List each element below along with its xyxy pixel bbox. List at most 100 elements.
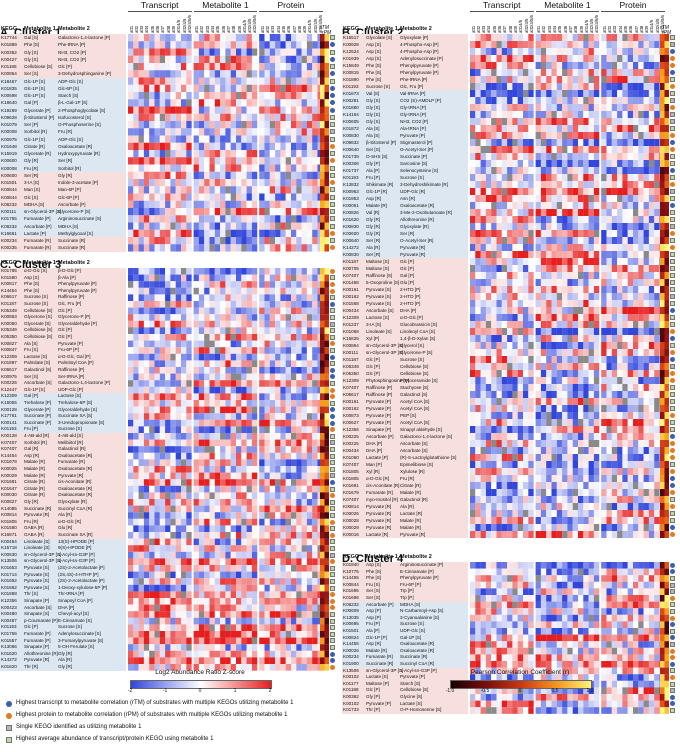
- heatmap-cell: [648, 440, 655, 448]
- heatmap-cell: [643, 125, 649, 133]
- heatmap-cell: [480, 426, 486, 434]
- heatmap-cell: [546, 286, 552, 294]
- heatmap-cell: [475, 223, 481, 231]
- heatmap-cell: [540, 209, 547, 217]
- heatmap-cell: [204, 106, 210, 114]
- metabolite-1: Ala [P]: [366, 168, 380, 173]
- heatmap-cell: [186, 327, 192, 335]
- table-row: K00830 Ser [R] Pyruvate [R]: [342, 251, 468, 258]
- heatmap-cell: [512, 482, 518, 490]
- heatmap-cell: [475, 272, 481, 280]
- heatmap-cell: [220, 244, 226, 252]
- kegg-id: K00111: [343, 350, 359, 355]
- heatmap-cell: [259, 281, 265, 288]
- heatmap-cell: [296, 164, 302, 172]
- heatmap-cell: [643, 482, 649, 490]
- heatmap-cell: [186, 307, 192, 315]
- heatmap-cell: [209, 314, 215, 321]
- correlation-cell: [664, 167, 669, 175]
- heatmap-cell: [638, 97, 644, 105]
- heatmap-cell: [301, 287, 307, 295]
- green-square-icon: [330, 194, 335, 200]
- heatmap-cell: [485, 391, 492, 399]
- heatmap-cell: [643, 286, 649, 294]
- heatmap-cell: [535, 153, 541, 161]
- heatmap-cell: [193, 222, 199, 230]
- heatmap-cell: [209, 171, 215, 180]
- heatmap-cell: [622, 461, 628, 469]
- heatmap-cell: [275, 157, 281, 165]
- heatmap-cell: [159, 229, 166, 238]
- heatmap-cell: [523, 244, 529, 252]
- correlation-cell: [660, 48, 665, 56]
- heatmap-cell: [567, 531, 573, 538]
- heatmap-cell: [528, 496, 534, 504]
- heatmap-cell: [546, 55, 552, 63]
- heatmap-cell: [567, 216, 573, 224]
- heatmap-cell: [133, 215, 139, 223]
- heatmap-cell: [159, 128, 166, 136]
- metabolite-2: Asn [R]: [400, 196, 416, 201]
- heatmap-cell: [198, 48, 205, 56]
- kegg-id: K15825: [343, 336, 359, 341]
- heatmap-cell: [633, 300, 639, 308]
- heatmap-cell: [159, 327, 166, 335]
- heatmap-cell: [149, 208, 155, 216]
- metabolite-2: Gly-tRNA [P]: [400, 112, 427, 117]
- heatmap-cell: [306, 157, 313, 165]
- heatmap-cell: [475, 41, 481, 49]
- heatmap-cell: [507, 482, 513, 490]
- heatmap-cell: [269, 84, 276, 93]
- heatmap-cell: [572, 314, 579, 322]
- heatmap-cell: [622, 118, 628, 126]
- heatmap-cell: [165, 48, 171, 56]
- correlation-cell: [320, 113, 325, 122]
- metabolite-1: Lactate [P]: [366, 455, 388, 460]
- heatmap-cell: [611, 34, 618, 42]
- sample-column-label: att2: [541, 25, 547, 33]
- heatmap-cell: [556, 41, 563, 49]
- heatmap-cell: [556, 167, 563, 175]
- heatmap-cell: [562, 223, 568, 231]
- heatmap-cell: [578, 118, 584, 126]
- heatmap-cell: [220, 135, 226, 143]
- heatmap-cell: [501, 146, 508, 154]
- table-row: K01805 Xyl [R] Xylulose [R]: [342, 468, 468, 475]
- heatmap-cell: [230, 200, 237, 209]
- heatmap-cell: [275, 70, 281, 78]
- heatmap-cell: [214, 340, 221, 348]
- heatmap-cell: [241, 186, 247, 194]
- heatmap-cell: [259, 222, 265, 230]
- heatmap-cell: [285, 157, 292, 165]
- heatmap-cell: [567, 237, 573, 245]
- heatmap-cell: [485, 41, 492, 49]
- heatmap-cell: [601, 202, 607, 210]
- green-square-icon: [330, 114, 335, 120]
- heatmap-cell: [517, 342, 524, 350]
- heatmap-cell: [562, 293, 568, 301]
- heatmap-cell: [225, 142, 231, 151]
- heatmap-cell: [236, 314, 242, 321]
- heatmap-cell: [593, 356, 600, 364]
- heatmap-cell: [528, 503, 534, 511]
- kegg-id: K00111: [1, 209, 17, 214]
- heatmap-cell: [523, 307, 529, 315]
- heatmap-cell: [617, 48, 623, 56]
- metabolite-2: Glc-6P [S]: [58, 85, 79, 91]
- table-row: K00830 Gly [R] Glyoxylate [R]: [342, 223, 468, 230]
- heatmap-cell: [128, 193, 134, 201]
- heatmap-cell: [593, 377, 600, 385]
- heatmap-cell: [306, 301, 313, 308]
- heatmap-cell: [306, 84, 313, 93]
- heatmap-cell: [186, 301, 192, 308]
- metabolite-2: Selenocysteine [S]: [400, 168, 439, 173]
- heatmap-cell: [138, 244, 144, 252]
- heatmap-cell: [578, 482, 584, 490]
- heatmap-cell: [296, 186, 302, 194]
- heatmap-cell: [181, 340, 187, 348]
- heatmap-cell: [251, 237, 258, 245]
- heatmap-cell: [567, 244, 573, 252]
- heatmap-cell: [517, 531, 524, 538]
- heatmap-cell: [214, 268, 221, 275]
- heatmap-cell: [512, 55, 518, 63]
